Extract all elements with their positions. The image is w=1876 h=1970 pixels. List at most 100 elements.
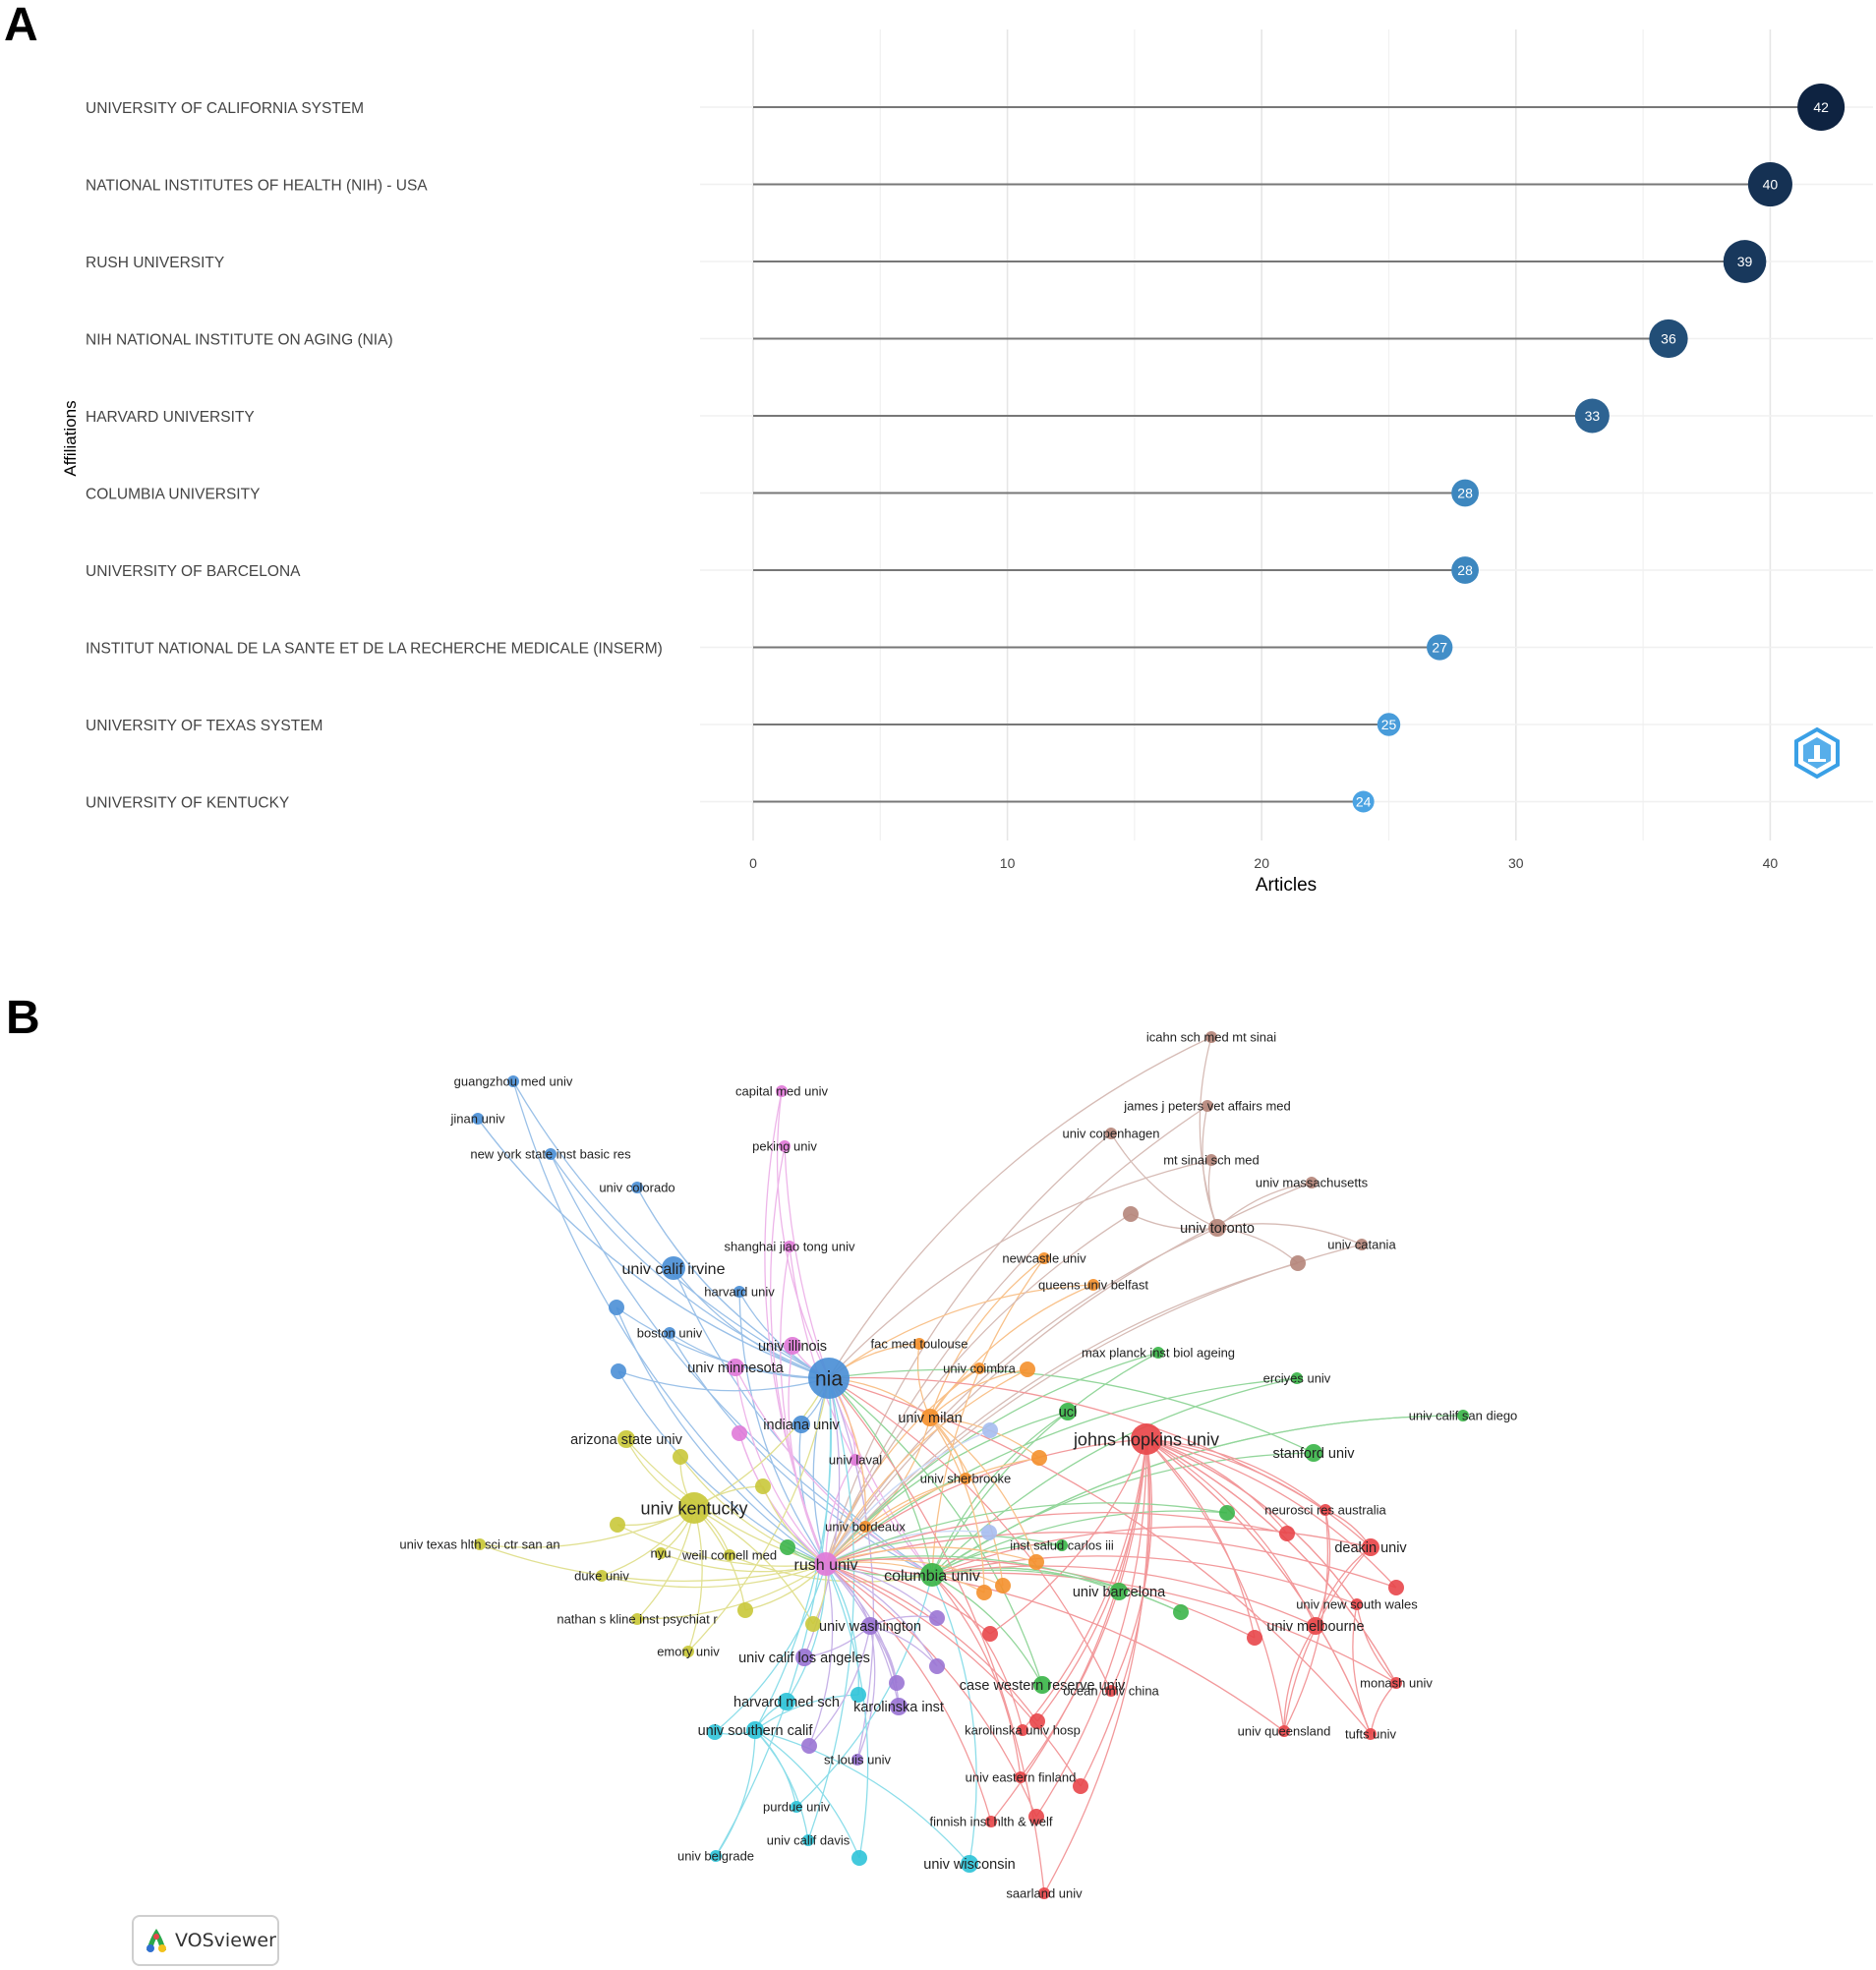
network-node [737,1602,753,1618]
network-node [784,1337,801,1355]
network-node [1017,1724,1028,1736]
node-label: univ calif irvine [622,1261,726,1278]
network-edge [1216,1227,1299,1264]
network-edge [825,1563,992,1823]
node-label: univ barcelona [1073,1585,1166,1600]
network-edge [601,1563,827,1589]
network-edge [825,1502,1228,1565]
network-node [1365,1728,1377,1740]
lollipop-dot [1649,319,1688,359]
network-edge [828,1159,1212,1379]
node-label: univ colorado [599,1181,674,1195]
affiliation-label: INSTITUT NATIONAL DE LA SANTE ET DE LA R… [86,641,663,658]
network-edge [929,1417,1004,1587]
network-node [1219,1505,1235,1521]
network-node [889,1675,905,1691]
network-edge [1145,1438,1397,1589]
network-node [662,1256,685,1280]
network-node [1208,1219,1226,1237]
network-edge [1035,1438,1147,1818]
network-edge [1130,1213,1218,1231]
network-edge [825,1563,1082,1787]
network-node [755,1478,771,1494]
node-label: inst salud carlos iii [1010,1538,1114,1553]
node-label: fac med toulouse [870,1337,967,1352]
network-node [850,1687,866,1703]
network-edge [828,1377,1372,1735]
node-label: erciyes univ [1263,1371,1331,1386]
network-node [1038,1887,1050,1899]
network-node [617,1430,635,1448]
network-edge [929,1417,1037,1563]
network-node [472,1113,484,1125]
network-node [1105,1128,1117,1139]
network-edge [825,1411,1069,1565]
lollipop-dot [1747,161,1792,207]
network-node [1020,1362,1035,1377]
network-edge [828,1284,1094,1379]
node-label: duke univ [574,1569,629,1584]
node-label: univ toronto [1180,1221,1255,1237]
network-edge [825,1563,991,1635]
network-node [727,1359,744,1376]
vosviewer-network: icahn sch med mt sinai james j peters vet… [399,1030,1518,1901]
network-node [1306,1177,1318,1188]
network-node [609,1300,624,1315]
node-label: finnish inst hlth & welf [929,1815,1052,1829]
network-node [673,1449,688,1465]
network-node [973,1362,985,1374]
network-edge [738,1432,827,1565]
node-label: karolinska inst [853,1700,944,1715]
network-edge [929,1257,1045,1419]
node-label: monash univ [1360,1676,1433,1691]
network-node [784,1241,795,1252]
node-label: univ texas hlth sci ctr san an [399,1537,559,1552]
network-node [1205,1154,1217,1166]
network-edge [807,1377,855,1841]
network-node [611,1363,626,1379]
network-node [961,1855,978,1873]
network-edge [625,1438,827,1565]
network-node [792,1416,810,1433]
lollipop-chart: UNIVERSITY OF CALIFORNIA SYSTEM NATIONAL … [61,29,1873,896]
node-label: univ calif san diego [1409,1409,1518,1423]
data-label: 27 [1432,640,1447,656]
network-node [861,1617,879,1635]
network-edge [1145,1438,1285,1732]
network-node [664,1327,675,1339]
network-node [707,1724,723,1740]
network-node [1123,1206,1139,1222]
node-label: st louis univ [824,1753,891,1767]
network-node [1388,1580,1404,1595]
network-edge [931,1572,1397,1684]
network-edge [669,1332,933,1576]
network-edge [776,1090,830,1379]
network-edge [1080,1438,1151,1787]
node-label: univ southern calif [698,1723,814,1739]
network-edge [550,1153,830,1379]
vosviewer-logo-text: VOSviewer [175,1930,276,1951]
network-node [631,1182,643,1193]
network-edge [714,1563,827,1733]
network-node [920,1563,944,1587]
network-edge [764,1090,827,1565]
network-edge [825,1563,859,1696]
network-node [682,1646,694,1657]
network-edge [990,1438,1147,1823]
network-edge [734,1366,827,1565]
network-edge [825,1532,1397,1589]
node-label: purdue univ [763,1800,830,1815]
network-node [746,1721,764,1739]
network-node [995,1578,1011,1593]
data-label: 36 [1661,331,1676,347]
network-node [1173,1604,1189,1620]
network-node [1028,1554,1044,1570]
network-edge [931,1452,1315,1576]
network-edge [754,1729,809,1841]
x-tick-label: 10 [1000,855,1016,871]
node-label: arizona state univ [570,1432,682,1448]
network-node [1362,1538,1379,1556]
network-edge [929,1368,1028,1419]
affiliation-label: HARVARD UNIVERSITY [86,409,255,426]
network-edge [1145,1438,1326,1511]
